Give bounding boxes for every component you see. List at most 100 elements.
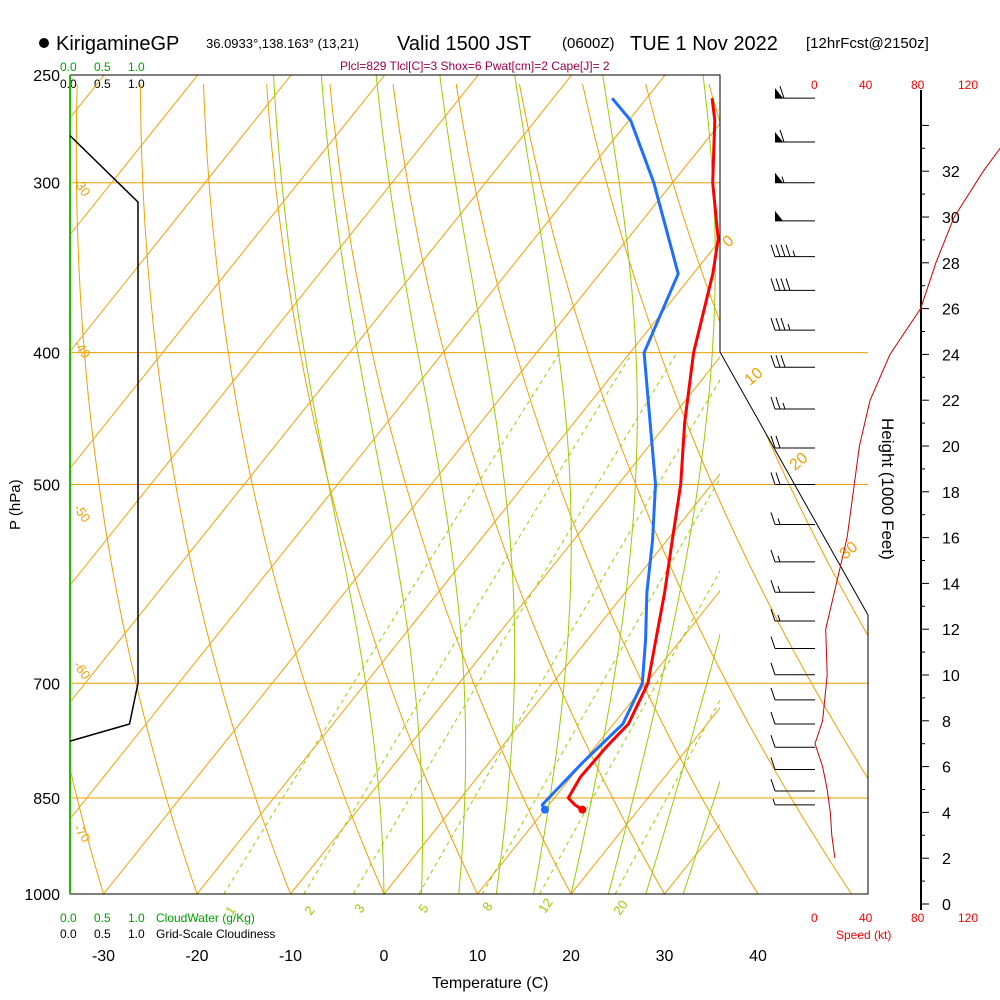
height-tick-label: 18	[942, 485, 960, 502]
cloud-water-tick: 0.5	[94, 60, 111, 74]
dry-adiabats	[70, 83, 868, 894]
pressure-tick-label: 250	[33, 68, 60, 85]
valid-time: Valid 1500 JST	[397, 33, 531, 55]
height-tick-label: 10	[942, 668, 960, 685]
forecast-info: [12hrFcst@2150z]	[806, 35, 929, 52]
height-tick-label: 12	[942, 622, 960, 639]
wind-barb	[770, 636, 815, 650]
isotherm-line	[70, 75, 292, 353]
wind-barb	[775, 129, 815, 143]
dry-adiabat-label: 30	[837, 539, 862, 564]
moist-adiabats	[273, 75, 720, 894]
cloud-profile	[69, 135, 139, 742]
speed-scale-bottom: 0 40 80 120 Speed (kt)	[811, 911, 978, 942]
valid-utc: (0600Z)	[562, 35, 615, 52]
cloud-water-tick: 1.0	[128, 911, 145, 925]
height-tick-label: 8	[942, 714, 951, 731]
cloud-water-tick: 1.0	[128, 60, 145, 74]
cloud-water-tick: 0.0	[60, 911, 77, 925]
station-name: KirigamineGP	[56, 33, 179, 55]
temperature-tick-label: 40	[749, 948, 767, 965]
cloudiness-label: Grid-Scale Cloudiness	[156, 927, 275, 941]
moist-adiabat-line	[320, 75, 423, 894]
temperature-tick-label: 30	[656, 948, 674, 965]
cloud-water-tick: 0.0	[60, 60, 77, 74]
wind-barb	[770, 355, 815, 368]
height-tick-label: 24	[942, 347, 960, 364]
isotherm-label: -60	[71, 658, 94, 682]
station-dot-icon	[39, 38, 49, 48]
height-tick-label: 20	[942, 439, 960, 456]
height-tick-label: 32	[942, 164, 960, 181]
dry-adiabat-label: 0	[720, 232, 738, 251]
cloudiness-tick: 0.5	[94, 77, 111, 91]
isotherm-line	[70, 75, 199, 236]
speed-tick: 120	[958, 78, 978, 92]
valid-date: TUE 1 Nov 2022	[630, 33, 778, 55]
dry-adiabat-label: 10	[742, 365, 767, 390]
wind-barb	[775, 172, 815, 184]
plot-frame	[69, 74, 869, 895]
surface-dewpoint-point	[540, 805, 549, 814]
wind-barb	[770, 735, 815, 748]
dry-adiabat-line	[329, 83, 572, 894]
moist-adiabat-line	[570, 75, 638, 894]
isobars	[70, 74, 868, 895]
cloudiness-tick: 0.0	[60, 927, 77, 941]
speed-tick: 40	[859, 911, 873, 925]
cloud-legend-bottom: 0.0 0.5 1.0 CloudWater (g/Kg) 0.0 0.5 1.…	[60, 911, 275, 941]
cloudiness-tick: 0.0	[60, 77, 77, 91]
wind-barb	[770, 244, 815, 258]
pressure-tick-label: 500	[33, 478, 60, 495]
pressure-tick-label: 700	[33, 676, 60, 693]
moist-adiabat-line	[514, 75, 572, 894]
pressure-tick-label: 300	[33, 176, 60, 193]
temperature-tick-label: 0	[380, 948, 389, 965]
speed-tick: 0	[811, 78, 818, 92]
wind-barb	[770, 662, 815, 676]
wind-barb	[772, 798, 815, 806]
cloudiness-tick: 1.0	[128, 77, 145, 91]
wind-barbs	[770, 86, 815, 806]
moist-adiabat-line	[682, 779, 720, 894]
moist-adiabat-line	[645, 632, 720, 894]
temperature-tick-label: 10	[469, 948, 487, 965]
temperature-tick-label: -20	[185, 948, 208, 965]
speed-label: Speed (kt)	[836, 928, 891, 942]
mixing-ratio-label: 3	[351, 901, 367, 916]
mixing-ratio-line	[303, 352, 633, 894]
isotherm-label: -40	[71, 337, 94, 361]
moist-adiabat-line	[439, 75, 516, 894]
mixing-ratio-label: 2	[301, 903, 317, 918]
height-tick-label: 28	[942, 256, 960, 273]
cloud-water-scale-top: 0.0 0.5 1.0	[60, 60, 145, 74]
height-tick-label: 22	[942, 393, 960, 410]
dry-adiabat-line	[455, 83, 759, 894]
wind-barb	[770, 549, 815, 563]
pressure-tick-label: 850	[33, 791, 60, 808]
dry-adiabat-line	[645, 83, 868, 894]
cloudiness-scale-top: 0.0 0.5 1.0	[60, 77, 145, 91]
height-tick-label: 4	[942, 805, 951, 822]
mixing-ratio-line	[481, 477, 720, 894]
height-tick-label: 16	[942, 531, 960, 548]
wind-speed-line	[814, 148, 1000, 859]
mixing-ratio-label: 12	[535, 895, 556, 915]
dry-adiabat-line	[518, 83, 852, 894]
dry-adiabat-line	[834, 83, 868, 894]
height-axis-title: Height (1000 Feet)	[878, 418, 897, 560]
stability-indices: Plcl=829 Tlcl[C]=3 Shox=6 Pwat[cm]=2 Cap…	[340, 59, 610, 73]
wind-barb	[775, 210, 815, 222]
temperature-line	[566, 98, 720, 811]
cloud-water-tick: 0.5	[94, 911, 111, 925]
moist-adiabat-line	[607, 75, 716, 894]
dry-adiabat-label: 20	[787, 450, 812, 475]
cloudiness-line	[69, 135, 139, 742]
speed-tick: 0	[811, 911, 818, 925]
y-axis-title: P (hPa)	[7, 479, 24, 530]
isotherm-label: -30	[71, 175, 94, 199]
speed-tick: 80	[911, 78, 925, 92]
